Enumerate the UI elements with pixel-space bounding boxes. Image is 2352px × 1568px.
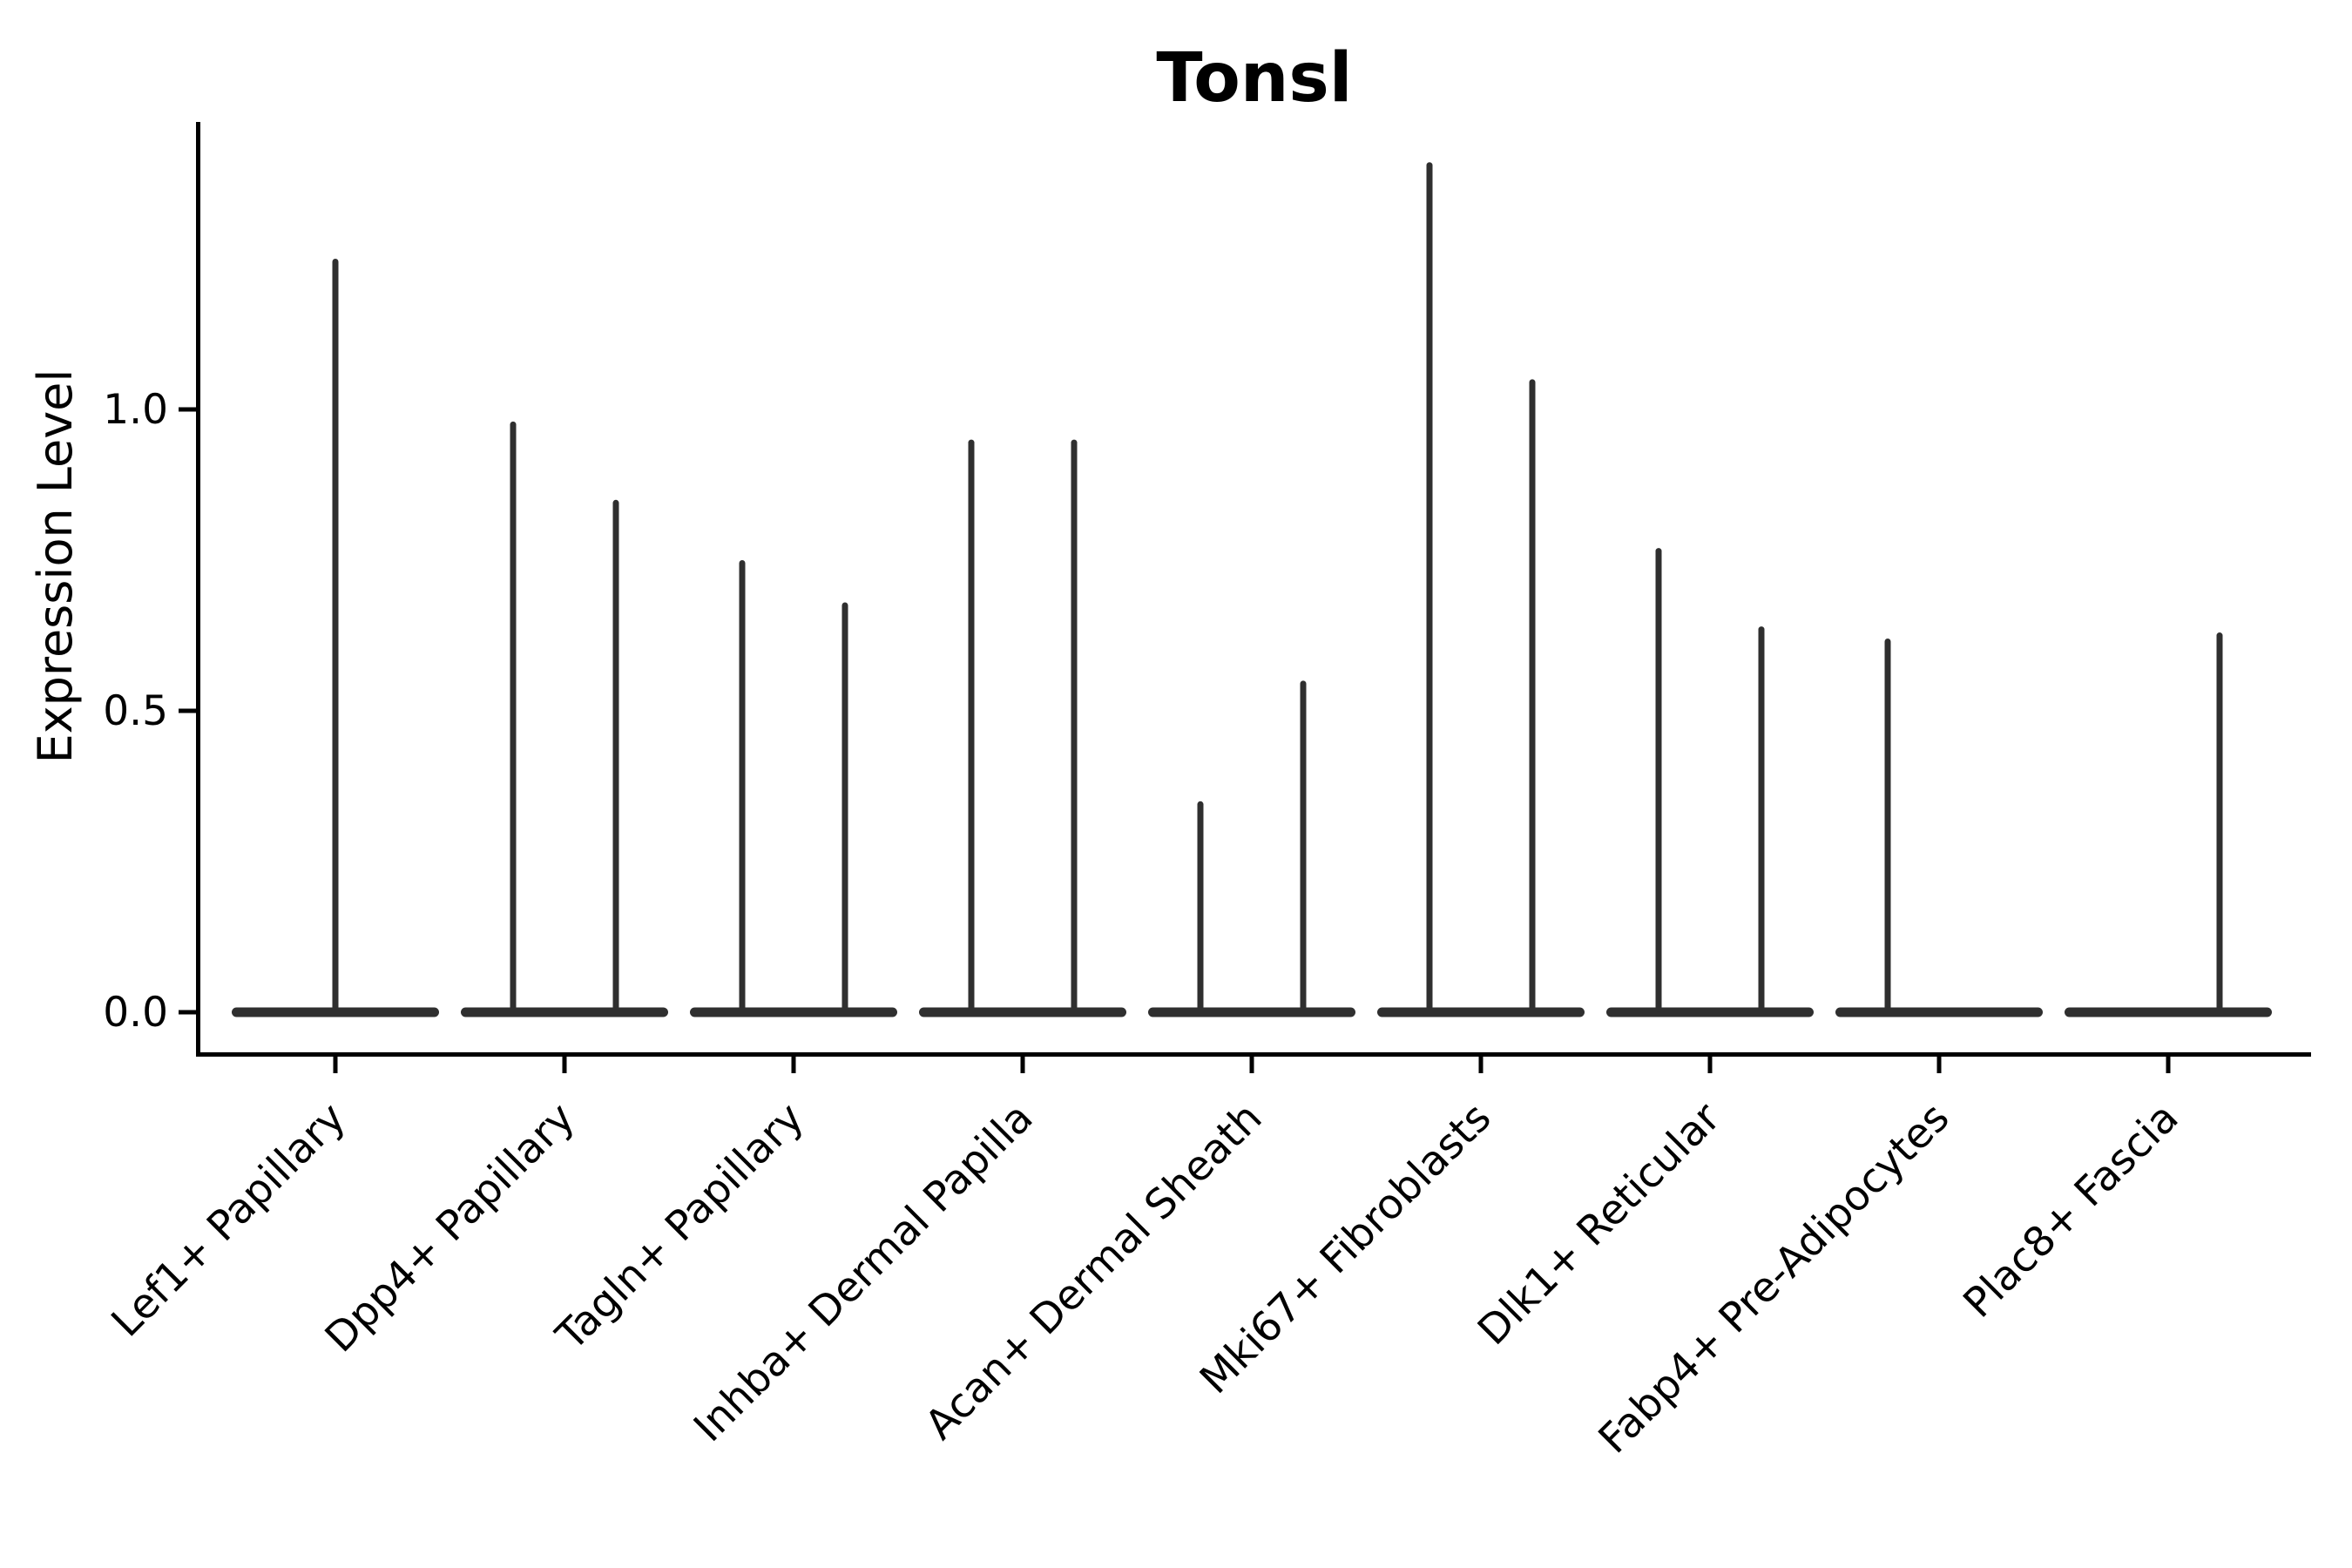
- violin-spike: [1071, 439, 1078, 1013]
- violin-spike: [2216, 632, 2223, 1012]
- x-tick-label: Tagln+ Papillary: [547, 1094, 814, 1361]
- violin-6: [1377, 162, 1585, 1017]
- violin-base: [1835, 1007, 2043, 1017]
- violin-spike: [1426, 162, 1433, 1012]
- x-axis-spine: [196, 1052, 2311, 1057]
- violin-base: [919, 1007, 1126, 1017]
- violin-7: [1606, 548, 1814, 1017]
- violin-spike: [332, 259, 339, 1012]
- violin-2: [461, 421, 668, 1017]
- y-axis-label: Expression Level: [28, 369, 83, 764]
- violin-4: [919, 439, 1126, 1017]
- x-tick-mark: [791, 1057, 796, 1073]
- violin-series: [232, 162, 2272, 1017]
- y-tick-label: 1.0: [103, 386, 168, 434]
- violin-1: [232, 259, 439, 1017]
- violin-base: [1148, 1007, 1355, 1017]
- x-tick-mark: [1478, 1057, 1484, 1073]
- violin-spike: [1529, 379, 1536, 1012]
- violin-base: [1606, 1007, 1814, 1017]
- violin-spike: [612, 499, 619, 1012]
- violin-spike: [1300, 680, 1307, 1012]
- violin-spike: [1884, 638, 1891, 1012]
- y-tick-mark: [179, 1010, 198, 1015]
- x-tick-mark: [333, 1057, 338, 1073]
- violin-spike: [1758, 626, 1765, 1012]
- violin-base: [2065, 1007, 2272, 1017]
- y-tick-mark: [179, 708, 198, 713]
- violin-base: [461, 1007, 668, 1017]
- y-tick-label: 0.5: [103, 687, 168, 735]
- x-tick-mark: [562, 1057, 567, 1073]
- y-axis-ticks: 0.0 0.5 1.0: [103, 386, 198, 1037]
- x-tick-mark: [1936, 1057, 1942, 1073]
- y-tick-label: 0.0: [103, 989, 168, 1037]
- violin-spike: [1655, 548, 1662, 1012]
- x-tick-mark: [1020, 1057, 1025, 1073]
- x-tick-label: Plac8+ Fascia: [1955, 1094, 2188, 1328]
- x-tick-mark: [1707, 1057, 1713, 1073]
- violin-5: [1148, 680, 1355, 1017]
- x-tick-mark: [2166, 1057, 2171, 1073]
- x-tick-label: Dlk1+ Reticular: [1469, 1093, 1730, 1355]
- violin-3: [690, 560, 897, 1017]
- violin-9: [2065, 632, 2272, 1017]
- violin-spike: [510, 421, 517, 1013]
- violin-spike: [841, 602, 848, 1012]
- y-tick-mark: [179, 407, 198, 412]
- x-tick-label: Lef1+ Papillary: [103, 1094, 355, 1347]
- x-tick-label: Dpp4+ Papillary: [316, 1094, 585, 1362]
- violin-8: [1835, 638, 2043, 1017]
- y-axis-spine: [196, 122, 200, 1057]
- chart-title: Tonsl: [1156, 39, 1352, 118]
- violin-spike: [1197, 801, 1204, 1012]
- x-tick-mark: [1249, 1057, 1254, 1073]
- violin-spike: [968, 439, 975, 1013]
- violin-base: [1377, 1007, 1585, 1017]
- violin-base: [690, 1007, 897, 1017]
- violin-spike: [739, 560, 746, 1012]
